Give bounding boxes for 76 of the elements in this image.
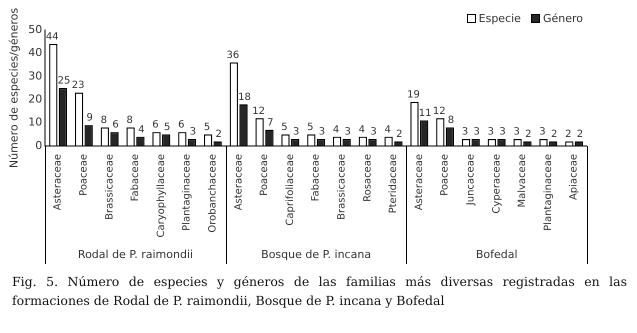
y-tick-label: 0 [35, 138, 42, 152]
y-tick-label: 10 [28, 116, 42, 129]
data-label: 23 [72, 80, 84, 92]
text: Bosque de P. incana [261, 248, 372, 261]
text: Bofedal [476, 248, 518, 261]
data-label: 2 [565, 128, 572, 140]
data-label: 8 [126, 115, 133, 126]
data-label: 8 [448, 115, 454, 126]
x-tick-label: Malvaceae [517, 154, 528, 208]
data-label: 5 [307, 122, 314, 133]
x-tick-label: Caprifoliaceae [284, 154, 296, 226]
data-label: 3 [499, 126, 506, 138]
data-label: 2 [550, 128, 558, 140]
y-tick-label: 20 [28, 92, 42, 106]
data-label: 5 [204, 122, 210, 133]
data-label: 5 [164, 122, 170, 133]
x-tick-label: Apiaceae [568, 154, 580, 200]
data-label: 3 [370, 126, 377, 138]
data-label: 6 [112, 120, 119, 131]
x-tick-label: Caryophyllaceae [156, 154, 167, 238]
x-tick-label: Brassicaceae [104, 154, 116, 220]
x-tick-label: Poaceae [78, 154, 90, 196]
x-tick-label: Juncaceae [465, 154, 476, 206]
x-tick-label: Cyperaceae [491, 154, 502, 214]
y-axis-title: Número de especies/géneros [7, 8, 20, 168]
legend-label: Especie [478, 12, 521, 25]
data-label: 19 [407, 90, 420, 101]
data-label: 3 [513, 126, 520, 138]
x-tick-label: Poaceae [259, 154, 270, 196]
data-label: 8 [100, 115, 108, 126]
caption: Fig. 5. Número de especies y géneros de las familias más diversas registradas en las formaciones de Rodal de P. raimondii, Bosque de P. incana y Bofedal [12, 273, 627, 310]
y-tick-label: 30 [28, 69, 42, 82]
x-tick-label: Asteraceae [52, 154, 64, 210]
data-label: 12 [432, 106, 446, 117]
data-label: 3 [190, 126, 196, 138]
x-tick-label: Orobanchaceae [207, 154, 218, 233]
data-label: 3 [488, 126, 494, 138]
data-label: 2 [576, 128, 584, 140]
x-tick-label: Rosaceae [362, 154, 374, 202]
data-label: 2 [216, 128, 222, 140]
x-tick-label: Brassicaceae [336, 154, 348, 220]
data-label: 3 [474, 126, 480, 138]
data-label: 4 [358, 124, 366, 136]
text: Rodal de P. raimondii [78, 248, 194, 261]
x-tick-label: Asteraceae [233, 154, 244, 210]
legend-label: Género [542, 12, 583, 25]
x-tick-label: Fabaceae [130, 154, 142, 202]
data-label: 44 [46, 32, 59, 43]
data-label: 36 [226, 50, 240, 62]
data-label: 7 [267, 117, 274, 128]
data-label: 4 [384, 124, 391, 136]
data-label: 3 [462, 126, 468, 138]
data-label: 2 [525, 128, 532, 140]
data-label: 5 [281, 122, 288, 133]
data-label: 18 [238, 92, 251, 103]
data-label: 25 [58, 76, 70, 87]
x-tick-label: Asteraceae [414, 154, 425, 210]
data-label: 4 [138, 124, 145, 136]
data-label: 3 [292, 126, 300, 138]
x-tick-label: Fabaceae [310, 154, 322, 202]
data-label: 6 [178, 120, 184, 131]
y-tick-label: 40 [28, 46, 42, 60]
x-tick-label: Pteridaceae [388, 154, 400, 214]
x-tick-label: Plantaginaceae [182, 154, 193, 231]
data-label: 6 [152, 120, 159, 131]
data-label: 3 [318, 126, 326, 138]
data-label: 11 [418, 108, 432, 120]
data-label: 3 [344, 126, 351, 138]
data-label: 2 [396, 128, 403, 140]
data-label: 9 [86, 112, 93, 124]
x-tick-label: Plantaginaceae [542, 154, 554, 231]
y-tick-label: 50 [28, 22, 42, 36]
x-tick-label: Poaceae [440, 154, 451, 196]
data-label: 3 [539, 126, 546, 138]
data-label: 12 [252, 106, 266, 117]
data-label: 4 [332, 124, 340, 136]
